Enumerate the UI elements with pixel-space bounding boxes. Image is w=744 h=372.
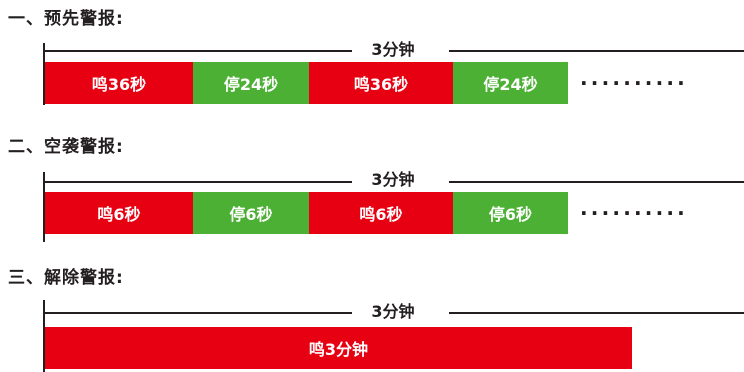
span-line-right <box>449 50 744 52</box>
span-label: 3分钟 <box>371 170 415 189</box>
segment-stop: 停6秒 <box>453 192 568 234</box>
span-line-left <box>45 312 352 314</box>
span-line-left <box>45 181 352 183</box>
segment-sound: 鸣36秒 <box>309 62 453 104</box>
segment-sound: 鸣6秒 <box>45 192 193 234</box>
timeline-start-marker <box>43 172 45 242</box>
section-pre-warning: 一、预先警报: 3分钟 鸣36秒 停24秒 鸣36秒 停24秒 ········… <box>0 0 744 120</box>
span-line-left <box>45 50 352 52</box>
segment-sound: 鸣6秒 <box>309 192 453 234</box>
timeline-start-marker <box>43 300 45 372</box>
section-title: 二、空袭警报: <box>8 137 124 157</box>
segment-stop: 停24秒 <box>453 62 568 104</box>
section-air-raid: 二、空袭警报: 3分钟 鸣6秒 停6秒 鸣6秒 停6秒 ·········· <box>8 137 744 242</box>
span-label: 3分钟 <box>371 302 415 321</box>
span-line-right <box>449 181 744 183</box>
segment-sound: 鸣3分钟 <box>45 327 632 369</box>
span-label: 3分钟 <box>371 40 415 59</box>
timeline-start-marker <box>43 43 45 105</box>
section-title: 一、预先警报: <box>8 9 124 29</box>
segment-sound: 鸣36秒 <box>45 62 193 104</box>
segment-stop: 停6秒 <box>193 192 309 234</box>
continuation-dots: ·········· <box>580 71 688 95</box>
segment-stop: 停24秒 <box>193 62 309 104</box>
span-line-right <box>449 312 744 314</box>
continuation-dots: ·········· <box>580 201 688 225</box>
section-title: 三、解除警报: <box>8 268 124 288</box>
